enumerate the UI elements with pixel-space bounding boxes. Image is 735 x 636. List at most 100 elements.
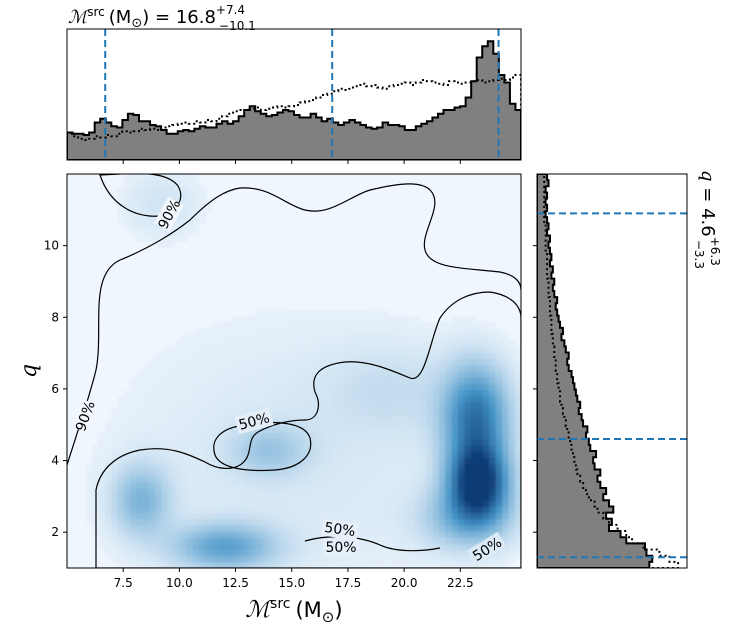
density-cell	[489, 487, 497, 495]
x-marginal-histogram	[67, 29, 521, 160]
density-cell	[514, 457, 521, 464]
density-cell	[401, 383, 409, 391]
density-cell	[445, 494, 453, 501]
density-cell	[375, 358, 383, 366]
density-cell	[432, 451, 440, 458]
density-cell	[224, 395, 232, 403]
density-cell	[130, 555, 137, 563]
density-cell	[357, 383, 364, 391]
density-cell	[382, 389, 390, 397]
density-cell	[382, 444, 390, 452]
density-cell	[199, 383, 207, 391]
density-cell	[483, 512, 491, 520]
density-cell	[174, 371, 182, 378]
density-cell	[388, 340, 396, 347]
density-cell	[148, 500, 156, 508]
density-cell	[457, 543, 465, 551]
density-cell	[230, 469, 238, 477]
density-cell	[262, 321, 270, 329]
density-cell	[186, 531, 194, 538]
density-cell	[439, 500, 446, 508]
density-cell	[92, 475, 100, 483]
density-cell	[312, 469, 320, 477]
density-cell	[363, 487, 371, 495]
density-cell	[457, 334, 465, 341]
density-cell	[483, 352, 491, 360]
density-cell	[212, 524, 219, 532]
density-cell	[369, 395, 377, 403]
density-cell	[281, 524, 289, 532]
density-cell	[243, 444, 251, 452]
density-cell	[212, 469, 219, 477]
density-cell	[300, 543, 308, 551]
density-cell	[457, 389, 465, 397]
density-cell	[401, 414, 409, 421]
density-cell	[394, 352, 402, 360]
density-cell	[357, 494, 364, 501]
density-cell	[294, 549, 301, 557]
density-cell	[218, 407, 226, 415]
density-cell	[142, 377, 150, 384]
density-cell	[325, 383, 333, 391]
density-cell	[256, 512, 264, 520]
density-cell	[357, 506, 364, 514]
density-cell	[249, 475, 257, 483]
density-cell	[130, 229, 137, 237]
density-cell	[243, 469, 251, 477]
density-cell	[148, 235, 156, 243]
density-cell	[300, 481, 308, 489]
density-cell	[306, 518, 314, 526]
density-cell	[237, 506, 245, 514]
density-cell	[294, 475, 301, 483]
density-cell	[319, 457, 327, 464]
density-cell	[394, 555, 402, 563]
density-cell	[470, 506, 478, 514]
density-cell	[268, 352, 276, 360]
contour-50-bottom	[304, 536, 441, 552]
density-cell	[489, 414, 497, 421]
density-cell	[457, 426, 465, 434]
density-cell	[508, 500, 516, 508]
density-cell	[205, 346, 213, 354]
density-cell	[413, 432, 421, 440]
density-cell	[186, 432, 194, 440]
density-cell	[167, 469, 175, 477]
density-cell	[142, 414, 150, 421]
density-cell	[174, 174, 182, 181]
density-cell	[268, 321, 276, 329]
density-cell	[382, 377, 390, 384]
density-cell	[382, 327, 390, 335]
density-cell	[104, 506, 112, 514]
density-cell	[287, 327, 295, 335]
density-cell	[256, 531, 264, 538]
density-cell	[104, 438, 112, 446]
density-cell	[312, 444, 320, 452]
density-cell	[413, 315, 421, 323]
density-cell	[470, 518, 478, 526]
density-cell	[155, 494, 163, 501]
density-cell	[432, 457, 440, 464]
density-cell	[275, 531, 282, 538]
density-cell	[394, 537, 402, 544]
density-cell	[312, 500, 320, 508]
density-cell	[224, 481, 232, 489]
density-cell	[338, 432, 346, 440]
density-cell	[445, 395, 453, 403]
density-cell	[224, 377, 232, 384]
density-cell	[514, 512, 521, 520]
density-cell	[470, 457, 478, 464]
density-cell	[205, 377, 213, 384]
density-cell	[439, 494, 446, 501]
density-cell	[439, 481, 446, 489]
density-cell	[123, 555, 131, 563]
density-cell	[180, 395, 188, 403]
density-cell	[281, 531, 289, 538]
density-cell	[394, 549, 402, 557]
density-cell	[306, 334, 314, 341]
density-cell	[130, 210, 137, 218]
density-cell	[300, 518, 308, 526]
density-cell	[489, 334, 497, 341]
density-cell	[268, 438, 276, 446]
density-cell	[218, 512, 226, 520]
x-tick-label: 7.5	[114, 576, 133, 590]
